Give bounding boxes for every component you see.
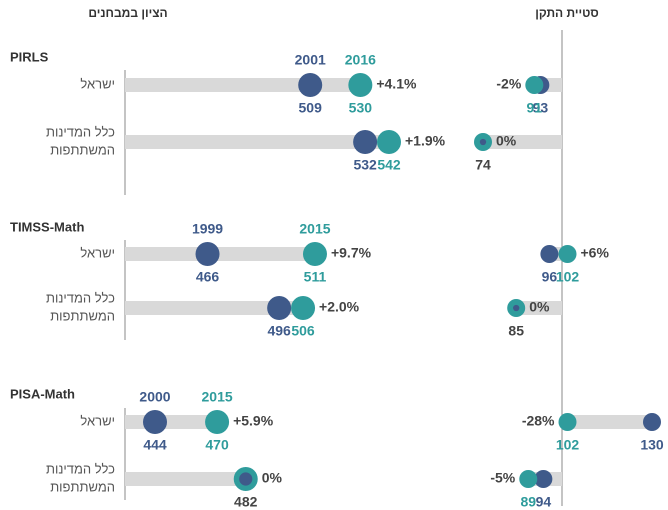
- score-dot-later: [348, 73, 373, 97]
- sd-dot-earlier: [513, 304, 520, 312]
- score-value: 506: [291, 323, 315, 339]
- score-bar: [125, 301, 304, 315]
- sd-value: 94: [536, 494, 552, 510]
- row-label: המשתתפות: [50, 479, 115, 494]
- sd-change: 0%: [529, 299, 550, 315]
- score-change: +9.7%: [331, 245, 372, 261]
- sd-change: -5%: [490, 470, 515, 486]
- score-dot-later: [291, 296, 316, 320]
- year-label: 1999: [192, 221, 223, 237]
- year-label: 2001: [295, 52, 326, 68]
- score-value: 482: [234, 494, 258, 510]
- section-title: PISA-Math: [10, 386, 75, 401]
- score-dot-earlier: [353, 130, 378, 154]
- score-value: 444: [143, 437, 167, 453]
- sd-dot-earlier: [479, 138, 487, 146]
- score-dot-earlier: [239, 472, 253, 486]
- score-value: 509: [299, 100, 323, 116]
- score-bar: [125, 247, 315, 261]
- row-label: ישראל: [80, 76, 115, 91]
- sd-value: 89: [520, 494, 536, 510]
- score-change: 0%: [262, 470, 283, 486]
- score-dot-later: [205, 410, 230, 434]
- score-bar: [125, 78, 361, 92]
- sd-value: 93: [533, 100, 549, 116]
- sd-dot-later: [558, 413, 577, 431]
- year-label: 2015: [299, 221, 330, 237]
- sd-change: +6%: [581, 245, 610, 261]
- score-value: 532: [353, 157, 377, 173]
- section-title: TIMSS-Math: [10, 219, 84, 234]
- section-title: PIRLS: [10, 49, 49, 64]
- score-value: 470: [205, 437, 229, 453]
- score-bar: [125, 415, 218, 429]
- score-dot-earlier: [267, 296, 292, 320]
- year-label: 2000: [139, 389, 170, 405]
- score-change: +1.9%: [405, 133, 446, 149]
- score-value: 496: [267, 323, 291, 339]
- score-dot-earlier: [195, 242, 220, 266]
- sd-dot-earlier: [643, 413, 661, 431]
- row-label: ישראל: [80, 245, 115, 260]
- scores-header: הציון במבחנים: [88, 6, 167, 20]
- sd-dot-later: [519, 470, 538, 488]
- sd-change: -28%: [522, 413, 555, 429]
- sd-bar: [562, 415, 652, 429]
- sd-header: סטיית התקן: [535, 6, 599, 20]
- score-dot-later: [302, 242, 327, 266]
- sd-bar: [483, 135, 562, 149]
- score-change: +2.0%: [319, 299, 360, 315]
- score-value: 530: [349, 100, 373, 116]
- row-label: המשתתפות: [50, 308, 115, 323]
- score-value: 466: [196, 269, 220, 285]
- score-bar: [125, 472, 246, 486]
- score-value: 511: [304, 269, 327, 285]
- sd-value: 96: [542, 269, 558, 285]
- sd-dot-earlier: [540, 245, 559, 263]
- sd-dot-earlier: [534, 470, 553, 488]
- score-change: +4.1%: [376, 76, 417, 92]
- sd-change: -2%: [496, 76, 521, 92]
- sd-bar: [516, 301, 562, 315]
- row-label: כלל המדינות: [46, 461, 115, 476]
- sd-value: 102: [556, 269, 580, 285]
- score-dot-later: [377, 130, 401, 154]
- sd-value: 74: [475, 157, 491, 173]
- year-label: 2015: [202, 389, 233, 405]
- row-label: כלל המדינות: [46, 124, 115, 139]
- score-dot-earlier: [298, 73, 323, 97]
- sd-value: 130: [640, 437, 664, 453]
- row-label: המשתתפות: [50, 142, 115, 157]
- sd-value: 91: [527, 100, 543, 116]
- sd-dot-later: [525, 76, 544, 94]
- sd-value: 102: [556, 437, 580, 453]
- year-label: 2016: [345, 52, 376, 68]
- sd-dot-later: [558, 245, 577, 263]
- score-change: +5.9%: [233, 413, 274, 429]
- score-bar: [125, 135, 389, 149]
- score-value: 542: [377, 157, 401, 173]
- row-label: ישראל: [80, 413, 115, 428]
- score-dot-earlier: [143, 410, 167, 434]
- sd-value: 85: [508, 323, 524, 339]
- sd-change: 0%: [496, 133, 517, 149]
- row-label: כלל המדינות: [46, 290, 115, 305]
